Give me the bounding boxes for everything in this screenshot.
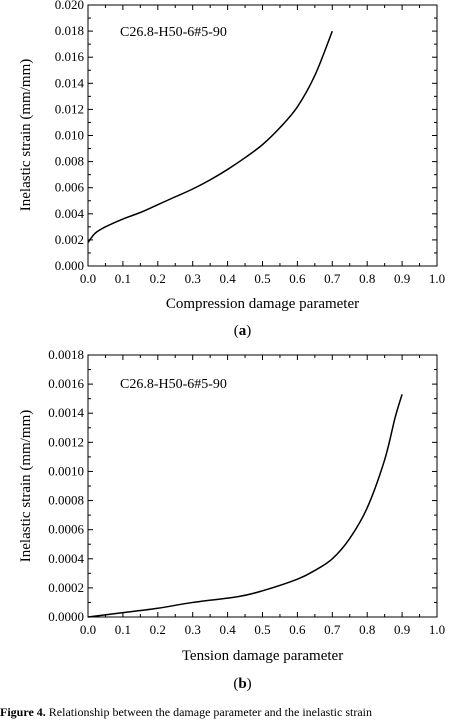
x-tick-label: 0.9 [394, 271, 410, 286]
y-tick-label: 0.004 [55, 206, 85, 221]
y-tick-label: 0.0014 [48, 405, 84, 420]
x-tick-label: 0.0 [80, 271, 96, 286]
plot-annotation: C26.8-H50-6#5-90 [120, 25, 227, 40]
x-tick-label: 0.8 [359, 622, 375, 637]
y-axis-title: Inelastic strain (mm/mm) [18, 410, 34, 562]
x-tick-label: 0.8 [359, 271, 375, 286]
y-tick-label: 0.0012 [48, 434, 84, 449]
x-tick-label: 0.7 [324, 622, 341, 637]
y-tick-label: 0.010 [55, 128, 84, 143]
y-tick-label: 0.018 [55, 23, 84, 38]
panel-label: (a) [234, 323, 252, 339]
x-tick-label: 0.9 [394, 622, 410, 637]
plot-frame [87, 4, 438, 267]
y-tick-label: 0.0004 [48, 551, 84, 566]
y-tick-label: 0.002 [55, 232, 84, 247]
x-tick-label: 0.1 [115, 271, 131, 286]
panel-label: (b) [233, 676, 251, 692]
plot-frame [87, 354, 438, 618]
y-tick-label: 0.014 [55, 75, 85, 90]
plot-annotation: C26.8-H50-6#5-90 [120, 377, 227, 392]
y-tick-label: 0.0008 [48, 493, 84, 508]
x-tick-label: 0.3 [185, 622, 201, 637]
x-tick-label: 0.2 [150, 271, 166, 286]
y-tick-label: 0.000 [55, 258, 84, 273]
x-tick-label: 0.1 [115, 622, 131, 637]
x-tick-label: 0.6 [289, 271, 306, 286]
y-tick-label: 0.008 [55, 154, 84, 169]
x-tick-label: 0.7 [324, 271, 341, 286]
x-tick-label: 0.2 [150, 622, 166, 637]
y-tick-label: 0.0018 [48, 347, 84, 362]
x-tick-label: 0.6 [289, 622, 306, 637]
y-tick-label: 0.006 [55, 180, 85, 195]
x-tick-label: 0.3 [185, 271, 201, 286]
x-tick-label: 0.4 [219, 271, 236, 286]
x-tick-label: 1.0 [429, 622, 445, 637]
y-tick-label: 0.012 [55, 101, 84, 116]
figure-canvas: 0.0 0.1 0.2 0.3 0.4 0.5 0.6 0.7 0.8 0.9 1.00.0000.… [18, 0, 445, 692]
caption-prefix: Figure 4. [0, 705, 46, 719]
y-tick-label: 0.0010 [48, 463, 84, 478]
x-axis-title: Tension damage parameter [182, 648, 343, 664]
x-tick-label: 0.4 [219, 622, 236, 637]
y-axis-title: Inelastic strain (mm/mm) [18, 59, 34, 211]
y-tick-label: 0.0000 [48, 609, 84, 624]
series-line [87, 394, 403, 618]
y-tick-label: 0.0006 [48, 522, 84, 537]
y-tick-label: 0.0002 [48, 580, 84, 595]
series-line [87, 30, 333, 243]
x-tick-label: 1.0 [429, 271, 445, 286]
x-tick-label: 0.5 [254, 271, 270, 286]
x-tick-label: 0.0 [80, 622, 96, 637]
y-tick-label: 0.0016 [48, 376, 84, 391]
x-tick-label: 0.5 [254, 622, 270, 637]
y-tick-label: 0.016 [55, 49, 85, 64]
y-tick-label: 0.020 [55, 0, 84, 12]
x-axis-title: Compression damage parameter [166, 296, 359, 312]
caption-text: Relationship between the damage paramete… [45, 705, 372, 719]
figure-caption: Figure 4. Relationship between the damag… [0, 705, 474, 720]
